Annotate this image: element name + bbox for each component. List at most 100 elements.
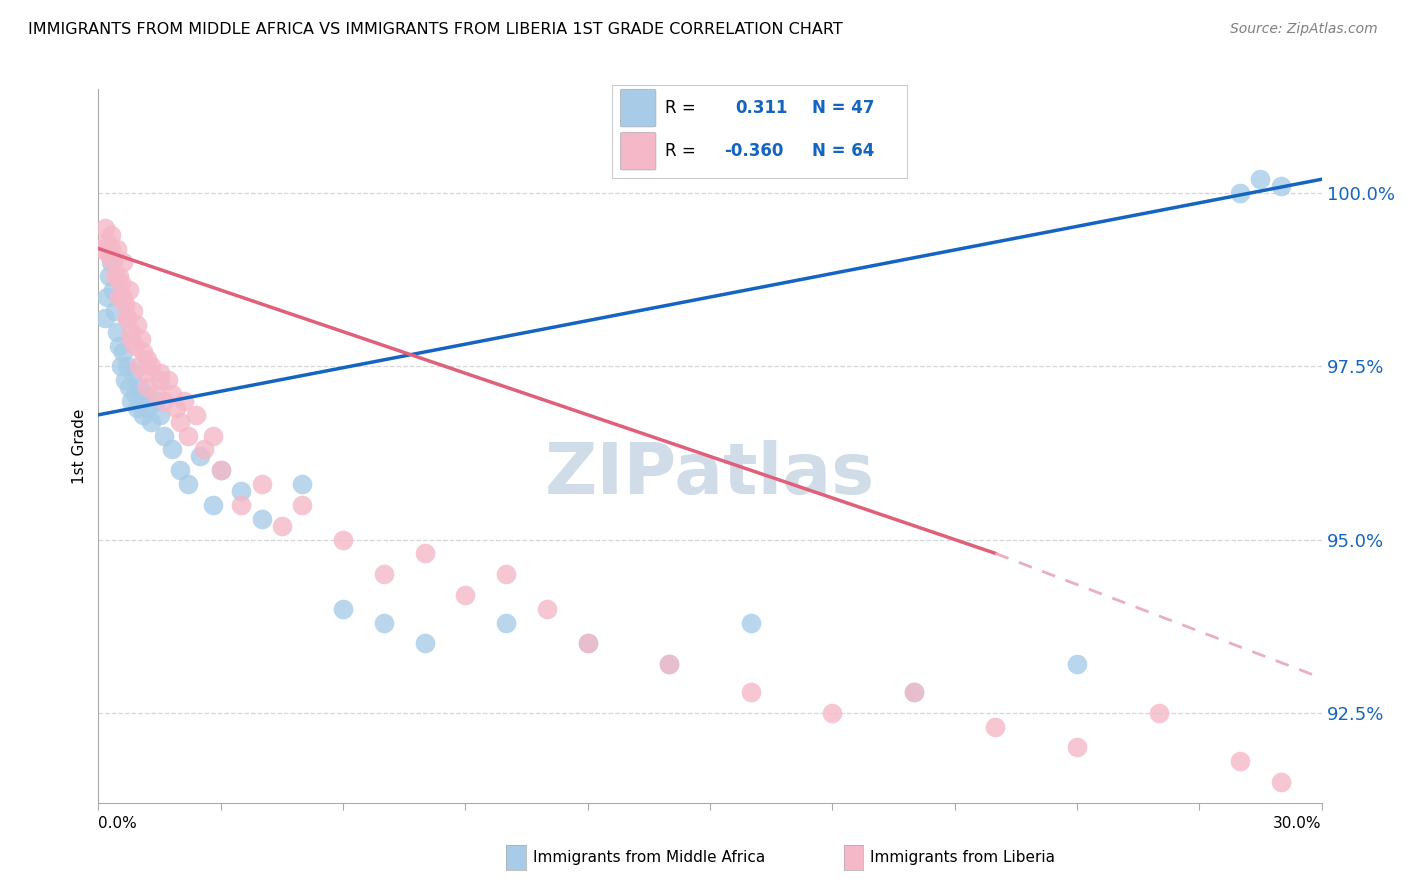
Point [576,636,599,650]
Point [209,463,232,477]
Point [100,242,122,256]
Point [332,602,354,616]
Point [231,483,253,498]
Text: Source: ZipAtlas.com: Source: ZipAtlas.com [1230,22,1378,37]
Point [134,366,156,380]
Point [1229,186,1251,201]
Point [114,373,136,387]
Point [101,283,124,297]
Point [149,408,172,422]
Point [250,477,273,491]
Point [114,297,136,311]
Point [1229,754,1251,768]
Point [169,463,191,477]
Point [160,387,183,401]
Point [373,567,395,582]
Point [96,290,118,304]
Point [903,685,925,699]
Text: Immigrants from Liberia: Immigrants from Liberia [870,850,1056,864]
Point [134,387,156,401]
Point [658,657,681,672]
Point [129,332,152,346]
Point [96,235,118,249]
Point [97,269,120,284]
Point [193,442,215,457]
Text: N = 64: N = 64 [813,142,875,161]
Point [984,720,1007,734]
Point [120,325,142,339]
Text: N = 47: N = 47 [813,99,875,117]
Text: R =: R = [665,99,696,117]
Point [413,546,436,560]
Point [120,332,142,346]
FancyBboxPatch shape [620,89,655,127]
Point [115,310,138,325]
Point [108,338,131,352]
Point [1270,179,1292,194]
Point [122,304,145,318]
Text: 30.0%: 30.0% [1274,816,1322,831]
Point [128,359,150,374]
Point [111,345,134,359]
Text: R =: R = [665,142,696,161]
Point [250,512,273,526]
Point [186,408,208,422]
Point [124,338,146,352]
Point [156,373,179,387]
Point [169,415,191,429]
Point [105,242,128,256]
Point [332,533,354,547]
Point [231,498,253,512]
Point [1270,775,1292,789]
Point [129,394,152,409]
Point [118,380,141,394]
Text: 0.311: 0.311 [735,99,789,117]
Point [270,518,294,533]
Point [149,366,172,380]
Text: IMMIGRANTS FROM MIDDLE AFRICA VS IMMIGRANTS FROM LIBERIA 1ST GRADE CORRELATION C: IMMIGRANTS FROM MIDDLE AFRICA VS IMMIGRA… [28,22,842,37]
Point [110,276,132,290]
Point [291,498,314,512]
Point [93,220,115,235]
Point [188,450,212,464]
Point [124,387,146,401]
Point [111,290,134,304]
Point [177,428,200,442]
Point [91,242,114,256]
Point [173,394,195,409]
Y-axis label: 1st Grade: 1st Grade [72,409,87,483]
Point [136,380,159,394]
Point [658,657,681,672]
Point [454,588,477,602]
Point [111,255,134,269]
Point [576,636,599,650]
Point [115,310,138,325]
Point [141,415,163,429]
Text: ZIPatlas: ZIPatlas [546,440,875,509]
Point [1066,740,1088,755]
Point [97,248,120,262]
Point [104,304,127,318]
Point [93,310,115,325]
Point [495,615,517,630]
Point [136,401,159,415]
Point [136,352,159,367]
Point [127,318,149,332]
Point [495,567,517,582]
Point [152,428,174,442]
Point [141,359,163,374]
Point [740,685,762,699]
Point [160,442,183,457]
Point [127,401,149,415]
Point [120,394,142,409]
Point [108,290,131,304]
Point [740,615,762,630]
Point [373,615,395,630]
Point [1147,706,1170,720]
Point [201,428,224,442]
Point [145,394,167,409]
Point [291,477,314,491]
Point [118,283,141,297]
Point [1249,172,1271,186]
Point [104,269,127,284]
